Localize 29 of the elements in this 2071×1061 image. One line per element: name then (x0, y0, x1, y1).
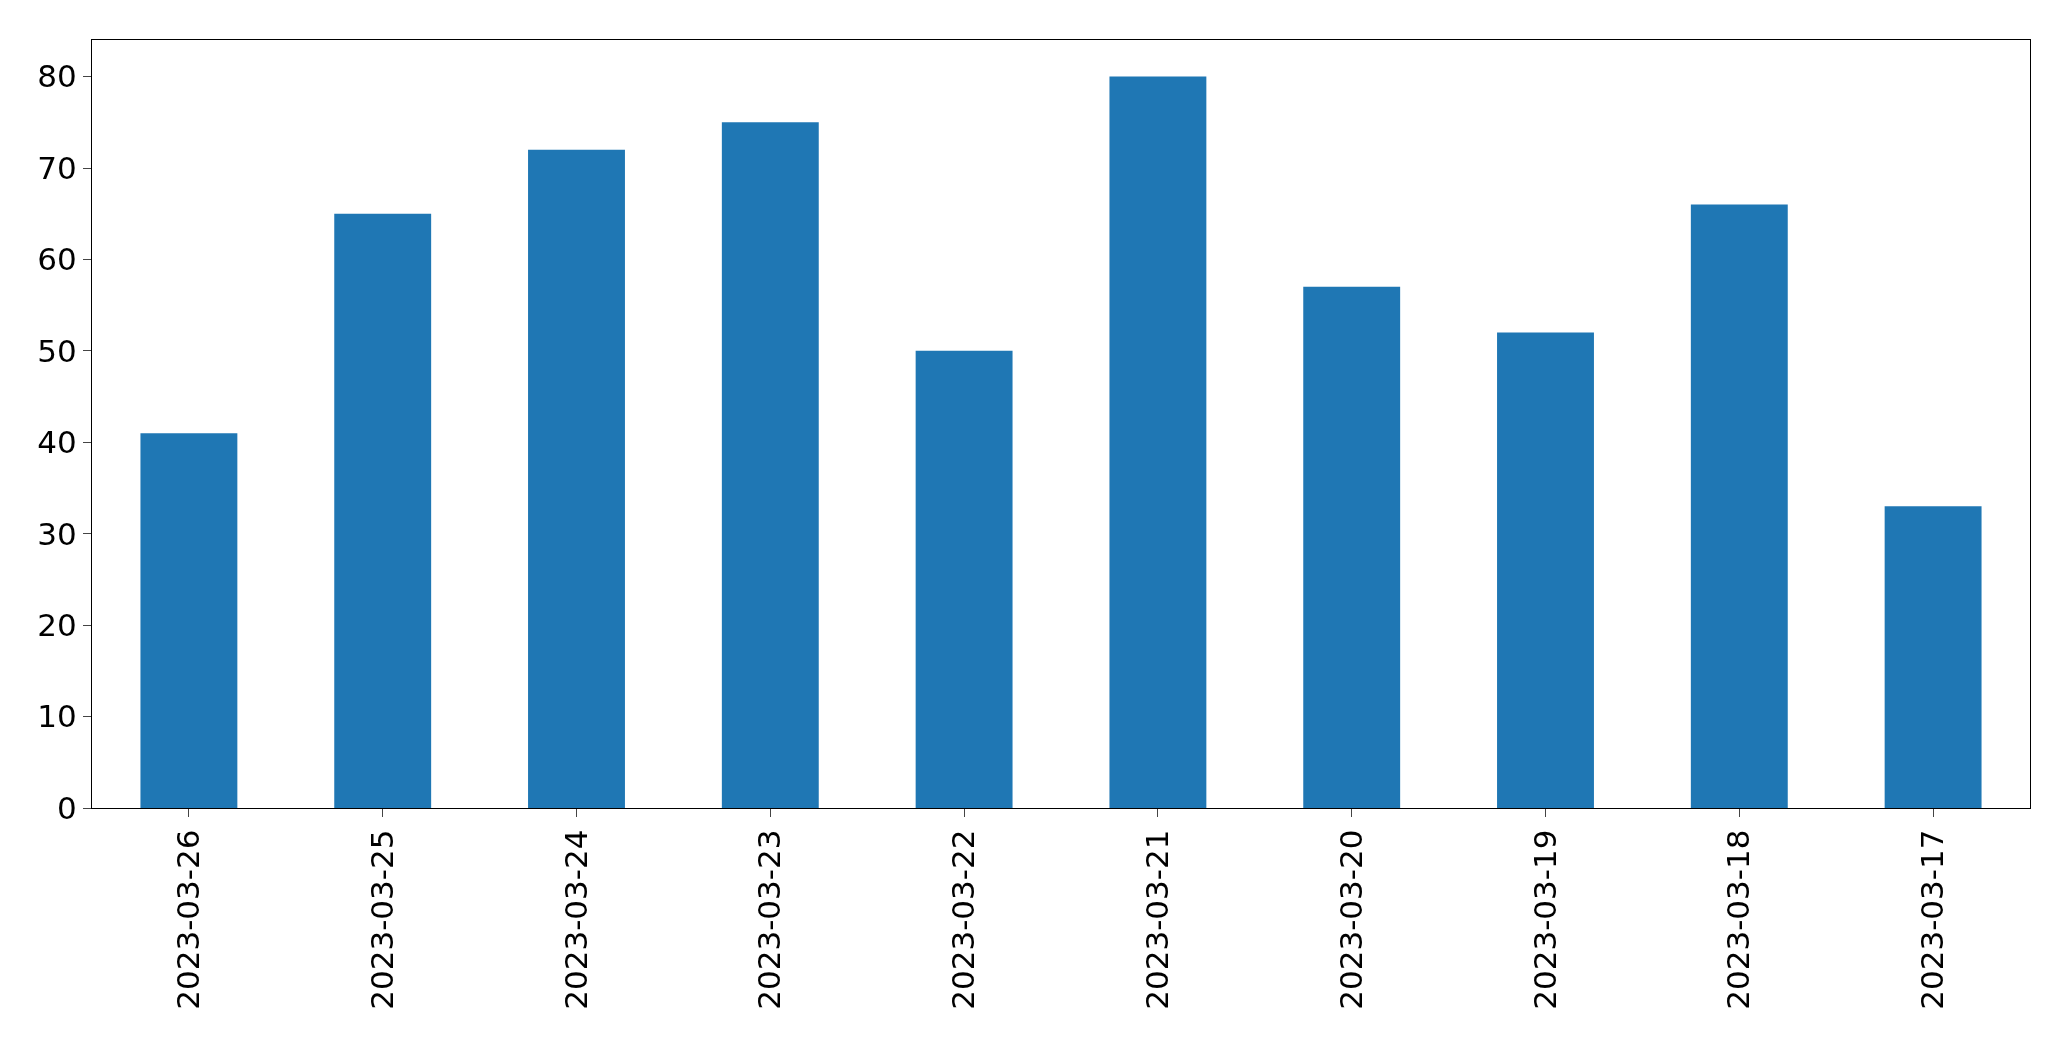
x-tick-label: 2023-03-21 (1138, 829, 1175, 1010)
x-tick-label: 2023-03-25 (363, 829, 400, 1010)
x-tick-label: 2023-03-26 (169, 829, 206, 1010)
y-tick-label: 30 (37, 515, 77, 552)
x-tick-label: 2023-03-19 (1526, 829, 1563, 1010)
x-tick-label: 2023-03-22 (945, 829, 982, 1010)
y-tick-label: 70 (37, 149, 77, 186)
x-tick-label: 2023-03-18 (1720, 829, 1757, 1010)
bar (1884, 506, 1982, 808)
bar (1303, 286, 1401, 808)
bar (528, 149, 625, 808)
x-tick-label: 2023-03-20 (1332, 829, 1369, 1010)
bar (140, 433, 238, 808)
y-tick-label: 80 (37, 58, 77, 95)
y-tick-label: 50 (37, 332, 77, 369)
y-tick-label: 10 (37, 698, 77, 735)
y-tick-label: 60 (37, 241, 77, 278)
bar (721, 122, 819, 808)
bar (1109, 76, 1207, 808)
x-tick-label: 2023-03-23 (751, 829, 788, 1010)
bar (334, 213, 432, 808)
y-tick-label: 0 (56, 789, 77, 826)
x-tick-label: 2023-03-24 (557, 829, 594, 1010)
bar (915, 350, 1013, 808)
y-tick-label: 20 (37, 606, 77, 643)
x-tick-label: 2023-03-17 (1914, 829, 1951, 1010)
bar (1497, 332, 1594, 808)
y-tick-label: 40 (37, 424, 77, 461)
bar (1690, 204, 1788, 808)
